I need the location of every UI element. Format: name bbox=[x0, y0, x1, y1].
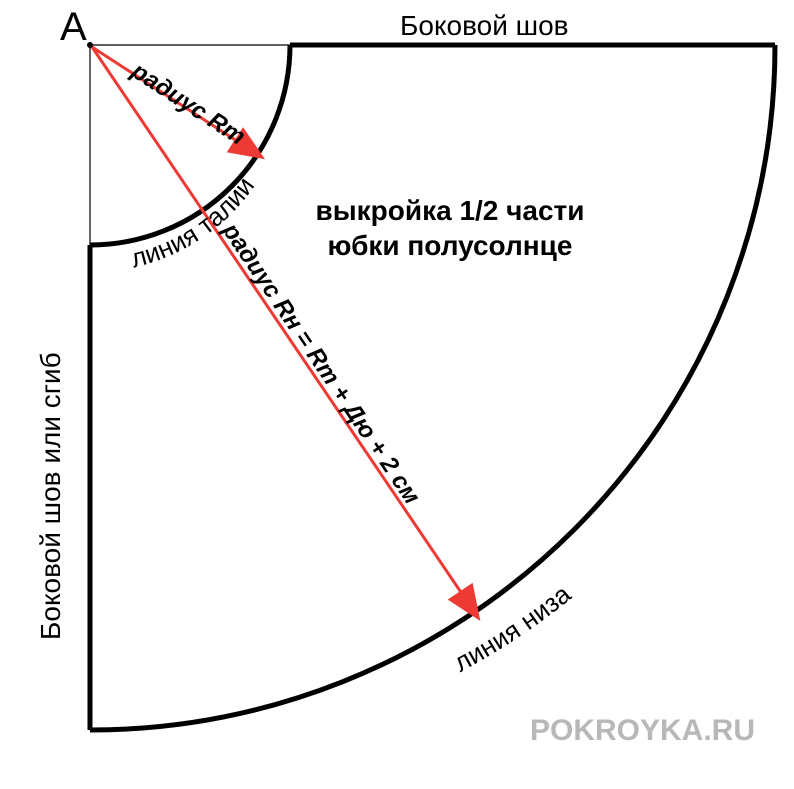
outer-arc-label: линия низа bbox=[449, 578, 577, 677]
pattern-diagram: А Боковой шов Боковой шов или сгиб линия… bbox=[0, 0, 794, 789]
outer-arc bbox=[90, 45, 775, 730]
inner-radius-label: радиус Rт bbox=[126, 57, 250, 151]
outer-radius-label: радиус Rн = Rт + Дю + 2 см bbox=[216, 217, 425, 509]
left-edge-label: Боковой шов или сгиб bbox=[35, 352, 66, 640]
origin-label: А bbox=[60, 5, 87, 49]
inner-arc bbox=[90, 45, 290, 245]
origin-point bbox=[87, 42, 93, 48]
title-line2: юбки полусолнце bbox=[328, 230, 573, 261]
watermark: POKROYKA.RU bbox=[530, 714, 755, 747]
title-line1: выкройка 1/2 части bbox=[316, 195, 585, 226]
top-edge-label: Боковой шов bbox=[400, 10, 569, 41]
